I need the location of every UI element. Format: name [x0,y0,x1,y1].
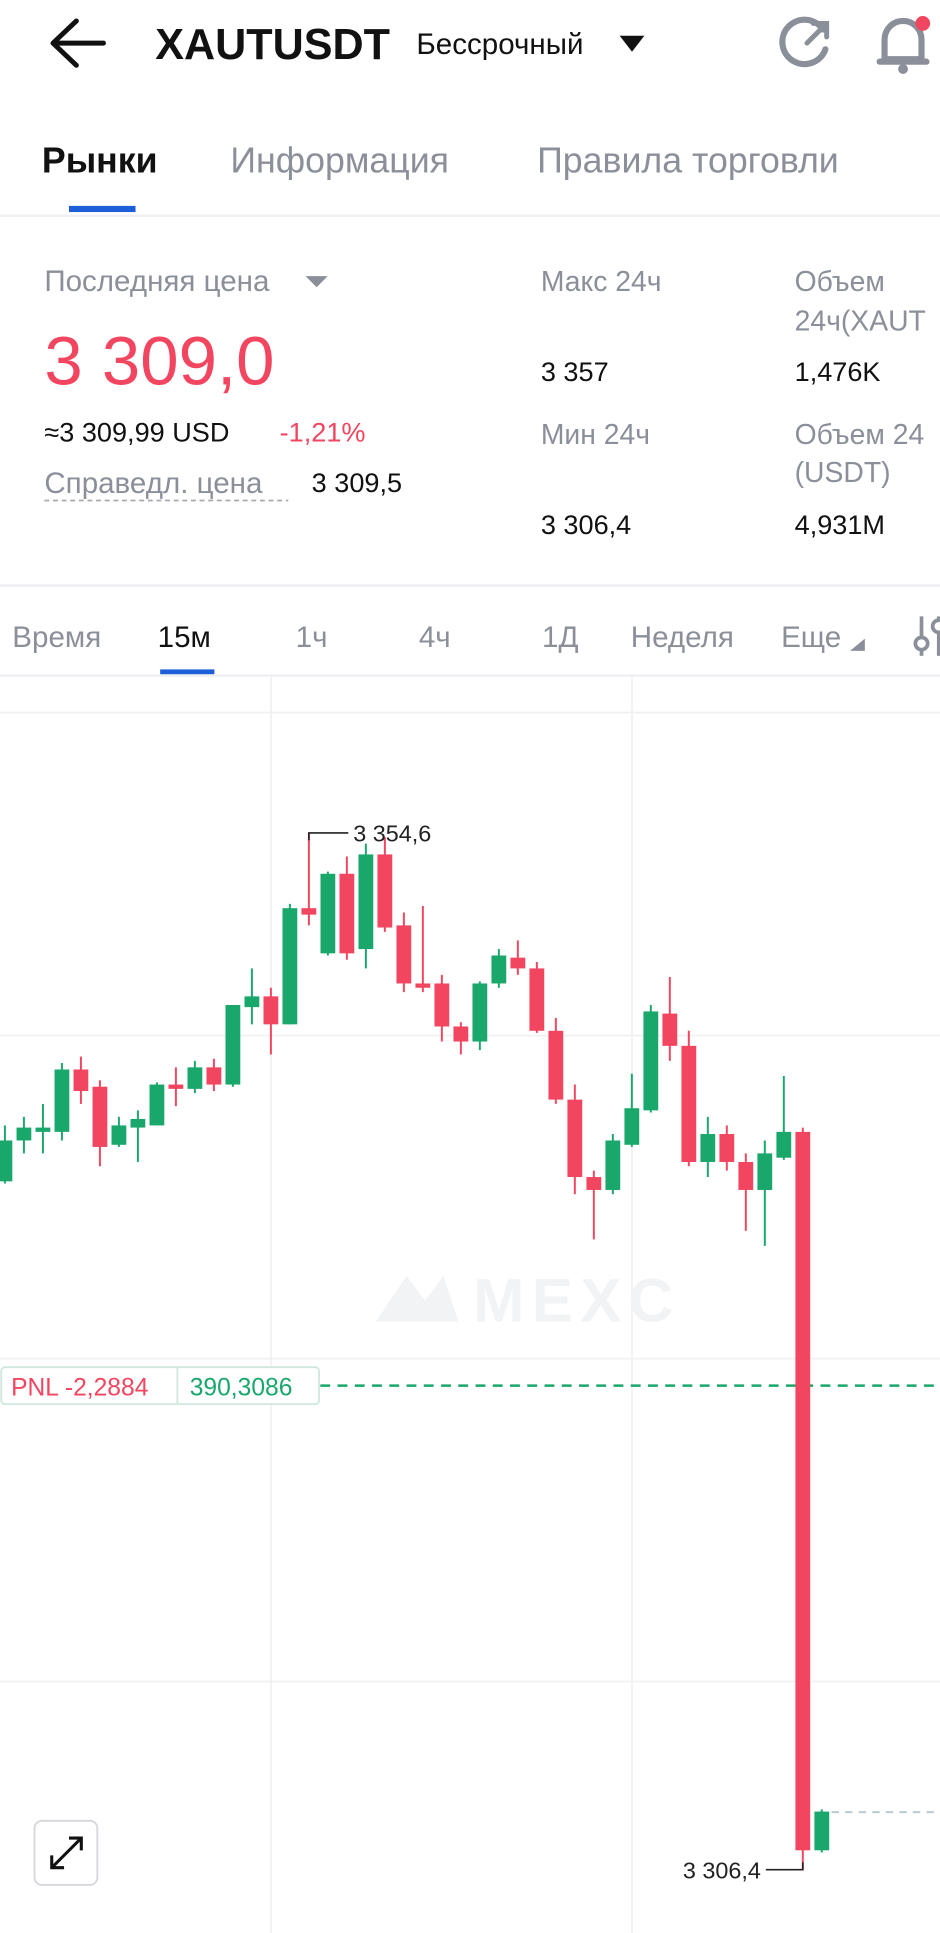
contract-type[interactable]: Бессрочный [416,28,583,61]
back-button[interactable] [50,18,106,68]
candle-body [814,1811,830,1851]
interval[interactable]: 4ч [419,621,451,654]
change: -1,21% [280,416,366,447]
candle-body [643,1011,659,1111]
symbol: XAUTUSDT [155,21,390,69]
candle-body [605,1140,621,1190]
last-price: 3 309,0 [44,323,274,400]
position-tag[interactable] [0,1366,321,1406]
candle-body [130,1118,146,1128]
chart-settings-icon[interactable] [913,616,940,656]
volume: 1,476K [795,356,881,387]
high-label: Макс 24ч [541,266,662,298]
expand-button[interactable] [33,1819,99,1886]
volume-label: 24ч(XAUT [795,305,926,337]
candle-body [54,1069,70,1132]
pnl: PNL -2,2884 [11,1375,148,1402]
tab-active[interactable]: Рынки [42,141,158,181]
candle-body [187,1067,203,1089]
interval-indicator [160,669,215,675]
interval[interactable]: 1Д [542,621,578,654]
low: 3 306,4 [541,509,631,540]
candle-body [358,854,374,950]
min-label: 3 306,4 [683,1857,761,1883]
volume: 4,931M [795,509,885,540]
interval[interactable]: 1ч [296,621,328,654]
candle-body [586,1177,602,1190]
candle-body [776,1131,792,1158]
candle-body [567,1099,583,1178]
tab[interactable]: Правила торговли [537,141,839,181]
contract-dropdown[interactable] [619,35,645,52]
candle-body [16,1127,32,1141]
candle-body [225,1004,241,1085]
candle-body [548,1030,564,1100]
low-label: Мин 24ч [541,419,650,451]
candle-body [0,1140,13,1182]
interval-active[interactable]: 15м [158,621,211,654]
candle-body [738,1161,754,1190]
candle-body [700,1134,716,1162]
candle-body [377,854,393,928]
min-connector [765,1862,804,1871]
candle-body [168,1084,184,1089]
interval[interactable]: Неделя [631,621,734,654]
candle-body [491,955,507,984]
candle-body [681,1045,697,1162]
candle-body [510,957,526,969]
candle-body [73,1069,89,1092]
candle-body [263,996,279,1025]
chart-grid [0,676,940,1933]
refresh-icon[interactable] [779,16,830,68]
usd-price: ≈3 309,99 USD [44,416,229,447]
candle-body [795,1131,811,1851]
watermark: MEXC [375,1267,681,1336]
candle-body [472,983,488,1042]
candle-body [339,873,355,954]
candle-body [396,925,412,984]
notification-icon[interactable] [876,16,931,74]
interval[interactable]: Еще [781,621,841,654]
candle-body [719,1134,735,1162]
divider [0,584,940,587]
candle-body [282,908,298,1025]
candle-body [149,1084,165,1126]
volume-label: Объем 24 [795,419,925,451]
candle-body [453,1026,469,1042]
watermark-text: MEXC [473,1267,681,1336]
max-label: 3 354,6 [353,821,431,847]
fair-price: 3 309,5 [312,467,402,498]
interval[interactable]: Время [12,621,101,654]
tab-indicator [68,205,136,213]
tab[interactable]: Информация [230,141,449,181]
candle-body [415,983,431,988]
dropdown[interactable] [305,276,328,288]
candle-body [244,996,260,1008]
candle-body [529,968,545,1031]
fair-price-label[interactable]: Справедл. цена [44,467,263,500]
candle-body [111,1125,127,1145]
candle-body [320,873,336,954]
max-connector [308,832,349,841]
candle-body [624,1108,640,1145]
last-price-label[interactable]: Последняя цена [44,265,270,298]
candles: 3 354,6 3 306,4 [0,821,830,1883]
volume-label: Объем [795,266,885,298]
position-size: 390,3086 [190,1375,293,1402]
candle-body [35,1127,51,1132]
candle-body [434,983,450,1027]
divider [0,674,940,677]
candle-body [662,1013,678,1046]
candle-body [92,1086,108,1147]
volume-label: (USDT) [795,457,891,489]
high: 3 357 [541,356,609,387]
candle-body [206,1067,222,1085]
candle-body [757,1153,773,1190]
candle-body [301,908,317,915]
more-dropdown[interactable] [850,638,865,651]
divider [0,214,940,217]
